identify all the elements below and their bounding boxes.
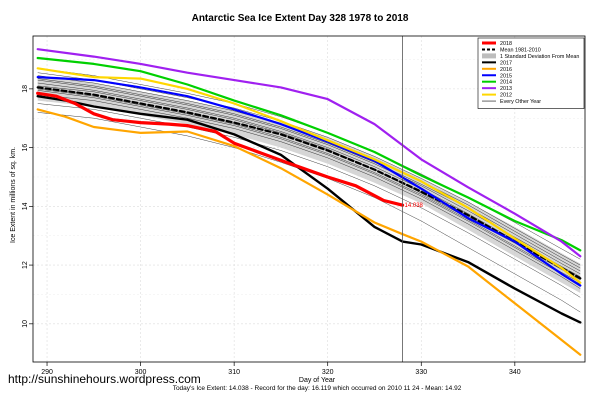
y-axis-label: Ice Extent in millions of sq. km. [10,147,17,243]
series-line-2018 [36,91,405,207]
series-line-2013 [36,48,582,258]
legend-label: 2014 [500,80,512,86]
series-line-other-year [37,103,581,298]
legend-label: Mean 1981-2010 [500,47,541,53]
legend-label: 2017 [500,60,512,66]
plot-frame [32,35,586,363]
legend-label: 2018 [500,41,512,47]
plot-area: 14.038 290 300 310 320 330 340 10 12 14 16 18 [22,35,586,376]
legend-label: 2015 [500,73,512,79]
legend-label: 2013 [500,86,512,92]
y-tick-label: 16 [22,144,29,152]
chart-title: Antarctic Sea Ice Extent Day 328 1978 to… [192,13,409,24]
today-value-label: 14.038 [405,203,424,209]
series-line-other-year [37,79,581,275]
watermark-url: http://sunshinehours.wordpress.com [8,372,201,386]
x-tick-label: 290 [41,369,53,376]
x-tick-label: 330 [415,369,427,376]
series-line-2017 [36,95,582,324]
series-line-other-year [37,72,581,266]
legend-box [477,37,585,109]
series-line-other-year [37,94,581,289]
x-tick-label: 300 [135,369,147,376]
series-line-2016 [36,108,582,356]
series-line-other-year [37,90,581,285]
series-line-other-year [37,78,581,272]
legend-label: 1 Standard Deviation From Mean [500,54,579,60]
series-line-other-year [37,85,581,281]
x-axis-label: Day of Year [299,377,336,384]
legend-swatch [482,53,496,59]
series-line-2014 [36,56,582,252]
footer-text: Today's Ice Extent: 14.038 - Record for … [173,385,462,392]
series-line-other-year [37,82,581,278]
legend-label: 2016 [500,67,512,73]
x-tick-label: 310 [228,369,240,376]
legend-label: Every Other Year [500,99,541,105]
x-tick-label: 340 [509,369,521,376]
y-tick-label: 10 [22,320,29,328]
y-tick-label: 12 [22,261,29,269]
series-line-2012 [36,67,582,284]
series-line-2015 [36,76,582,287]
y-tick-label: 14 [22,202,29,210]
series-line-other-year [37,88,581,283]
x-tick-label: 320 [322,369,334,376]
legend-label: 2012 [500,93,512,99]
y-tick-label: 18 [22,85,29,93]
